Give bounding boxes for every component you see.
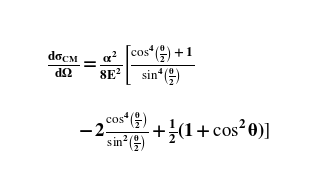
Text: $\mathbf{-\,2\,\frac{\cos^4\!\left(\frac{\theta}{2}\right)}{\sin^2\!\left(\frac{: $\mathbf{-\,2\,\frac{\cos^4\!\left(\frac… [78, 111, 270, 154]
Text: $\mathbf{\frac{d\sigma_{CM}}{d\Omega} = \frac{\alpha^2}{8E^2}\left[\frac{\cos^4\: $\mathbf{\frac{d\sigma_{CM}}{d\Omega} = … [47, 44, 195, 88]
